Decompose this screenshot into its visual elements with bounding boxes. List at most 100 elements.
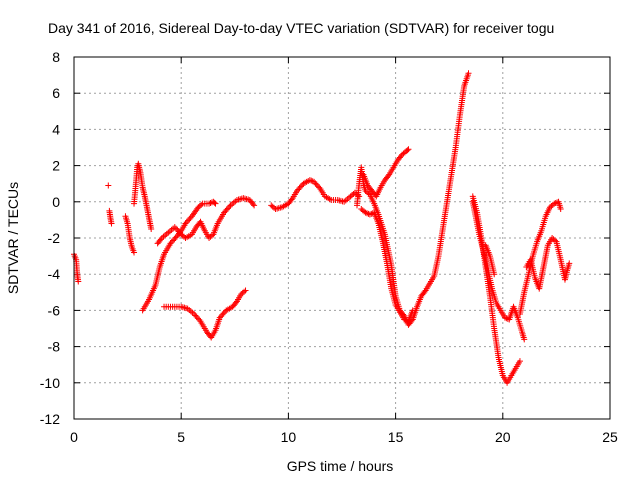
data-point <box>516 358 523 365</box>
y-tick-label: 6 <box>52 85 60 101</box>
data-point <box>224 205 231 212</box>
data-point <box>174 227 181 234</box>
data-point <box>108 220 115 227</box>
data-point <box>157 236 164 243</box>
y-tick-label: -8 <box>48 339 61 355</box>
data-point <box>251 202 258 209</box>
y-tick-label: 2 <box>52 158 60 174</box>
data-point <box>218 313 225 320</box>
data-point <box>192 312 199 319</box>
data-point <box>465 70 472 77</box>
x-axis-label: GPS time / hours <box>287 458 394 474</box>
data-point <box>311 178 318 185</box>
data-point <box>216 314 223 321</box>
chart-title: Day 341 of 2016, Sidereal Day-to-day VTE… <box>48 20 554 36</box>
y-tick-label: 4 <box>52 121 60 137</box>
data-point <box>220 310 227 317</box>
y-axis-label: SDTVAR / TECUs <box>5 182 21 294</box>
data-point <box>196 316 203 323</box>
data-point <box>368 210 375 217</box>
y-tick-label: 0 <box>52 194 60 210</box>
data-point <box>503 315 510 322</box>
data-point <box>221 209 228 216</box>
data-point <box>193 313 200 320</box>
mark-layer <box>71 70 573 386</box>
data-point <box>182 220 189 227</box>
data-point <box>171 224 178 231</box>
x-tick-label: 10 <box>281 429 297 445</box>
data-point <box>171 236 178 243</box>
data-point <box>170 237 177 244</box>
data-point <box>293 187 300 194</box>
y-tick-label: -10 <box>40 375 60 391</box>
data-point <box>314 183 321 190</box>
data-point <box>211 199 218 206</box>
data-point <box>557 206 564 213</box>
data-point <box>491 271 498 278</box>
y-tick-label: -4 <box>48 266 61 282</box>
data-point <box>421 288 428 295</box>
plot-frame <box>73 56 611 420</box>
tick-layer: 0 5 10 15 20 25 -12 -10 -8 -6 -4 -2 0 2 4 6 8 <box>40 49 618 445</box>
y-tick-label: -2 <box>48 230 61 246</box>
data-point <box>148 225 155 232</box>
x-tick-label: 25 <box>602 429 618 445</box>
data-point <box>316 184 323 191</box>
data-point <box>223 206 230 213</box>
data-point <box>241 288 248 295</box>
data-point <box>186 216 193 223</box>
data-point <box>232 299 239 306</box>
x-tick-label: 5 <box>177 429 185 445</box>
data-point <box>402 317 409 324</box>
data-point <box>295 186 302 193</box>
grid-layer <box>74 57 610 419</box>
data-point <box>173 225 180 232</box>
data-point <box>385 173 392 180</box>
y-tick-label: -12 <box>40 411 60 427</box>
data-point <box>312 180 319 187</box>
data-point <box>306 177 313 184</box>
data-point <box>409 307 416 314</box>
data-point <box>105 182 112 189</box>
data-point <box>288 196 295 203</box>
data-point <box>365 190 372 197</box>
data-point <box>242 287 249 294</box>
y-tick-label: -6 <box>48 302 61 318</box>
data-point <box>208 232 215 239</box>
data-point <box>362 209 369 216</box>
data-point <box>551 237 558 244</box>
data-point <box>521 336 528 343</box>
x-tick-label: 15 <box>388 429 404 445</box>
x-tick-label: 20 <box>495 429 511 445</box>
data-point <box>183 219 190 226</box>
data-point <box>566 260 573 267</box>
x-tick-label: 0 <box>70 429 78 445</box>
data-point <box>185 217 192 224</box>
data-point <box>366 211 373 218</box>
data-point <box>167 240 174 247</box>
data-point <box>250 201 257 208</box>
data-point <box>364 210 371 217</box>
data-point <box>198 201 205 208</box>
data-point <box>219 311 226 318</box>
data-point <box>176 229 183 236</box>
data-point <box>212 200 219 207</box>
data-point <box>131 249 138 256</box>
y-tick-label: 8 <box>52 49 60 65</box>
data-point <box>206 200 213 207</box>
data-point <box>313 181 320 188</box>
data-point <box>297 183 304 190</box>
data-point <box>226 203 233 210</box>
data-point <box>296 185 303 192</box>
data-point <box>175 228 182 235</box>
data-point <box>168 238 175 245</box>
data-point <box>308 177 315 184</box>
data-point <box>194 315 201 322</box>
data-point <box>222 208 229 215</box>
data-point <box>397 153 404 160</box>
data-point <box>191 311 198 318</box>
data-point <box>404 147 411 154</box>
data-point <box>405 146 412 153</box>
